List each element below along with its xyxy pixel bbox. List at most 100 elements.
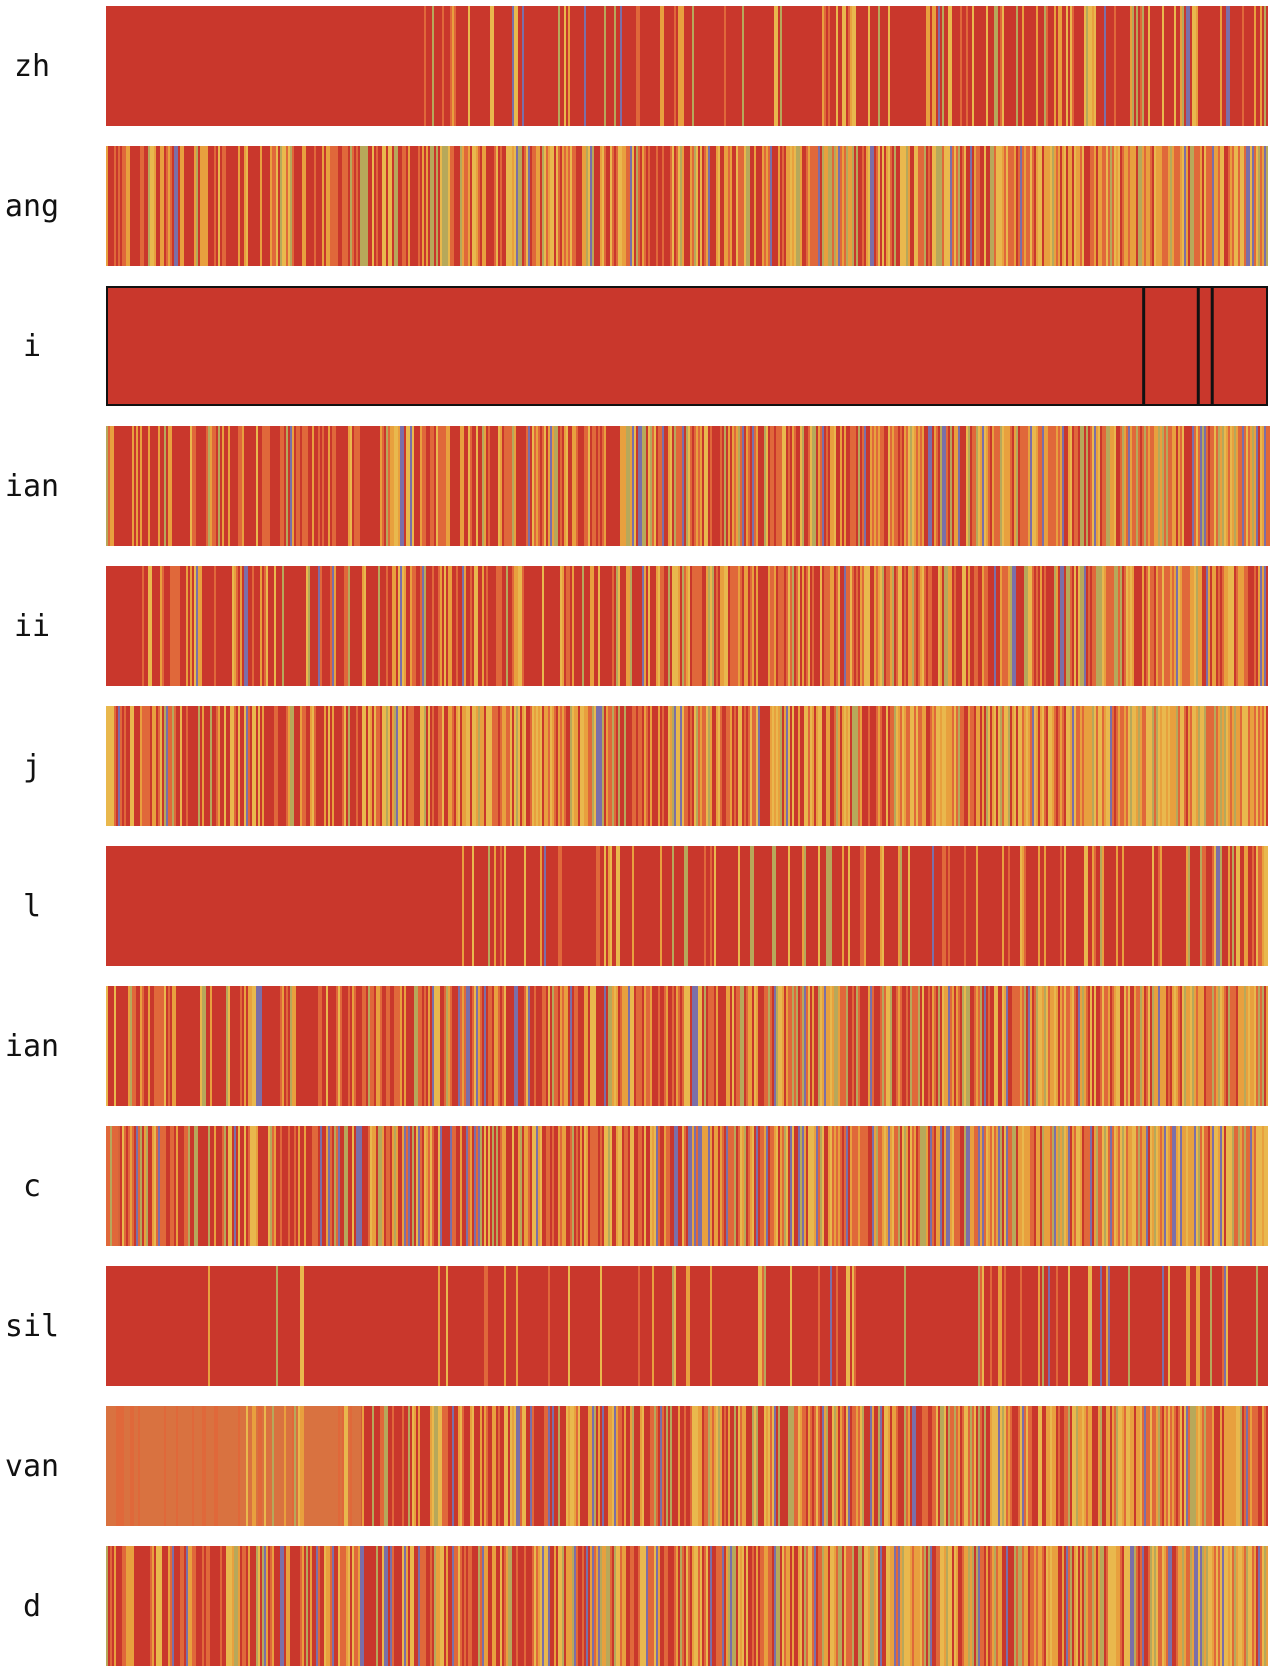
heatmap-cell xyxy=(642,146,644,266)
heatmap-cell xyxy=(194,566,196,686)
heatmap-cell xyxy=(198,566,200,686)
heatmap-cell xyxy=(892,1546,894,1666)
heatmap-cell xyxy=(512,426,514,546)
heatmap-cell xyxy=(768,986,770,1106)
heatmap-cell xyxy=(420,566,422,686)
heatmap-cell xyxy=(802,426,804,546)
heatmap-cell xyxy=(1098,1546,1100,1666)
heatmap-cell xyxy=(1180,426,1182,546)
heatmap-cell xyxy=(1218,146,1220,266)
heatmap-cell xyxy=(170,1546,172,1666)
heatmap-row xyxy=(106,706,1268,826)
heatmap-cell xyxy=(504,846,506,966)
heatmap-cell xyxy=(1236,1406,1238,1526)
heatmap-cell xyxy=(1026,1546,1028,1666)
heatmap-cell xyxy=(1020,846,1022,966)
heatmap-cell xyxy=(420,706,424,826)
heatmap-cell xyxy=(900,986,902,1106)
heatmap-cell xyxy=(968,566,970,686)
heatmap-cell xyxy=(180,1546,182,1666)
heatmap-cell xyxy=(488,1126,490,1246)
heatmap-cell xyxy=(1058,6,1060,126)
heatmap-cell xyxy=(266,566,268,686)
heatmap-cell xyxy=(344,706,346,826)
heatmap-cell xyxy=(1068,426,1070,546)
heatmap-cell xyxy=(1214,426,1216,546)
heatmap-cell xyxy=(222,146,224,266)
heatmap-cell xyxy=(1166,146,1168,266)
heatmap-cell xyxy=(1056,146,1058,266)
heatmap-cell xyxy=(810,146,812,266)
heatmap-cell xyxy=(602,1546,606,1666)
heatmap-cell xyxy=(1020,1266,1022,1386)
heatmap-cell xyxy=(140,706,142,826)
heatmap-cell xyxy=(732,986,734,1106)
heatmap-cell xyxy=(1222,426,1224,546)
heatmap-cell xyxy=(1000,1546,1002,1666)
heatmap-cell xyxy=(1256,1406,1258,1526)
heatmap-cell xyxy=(464,1546,466,1666)
heatmap-cell xyxy=(640,1546,642,1666)
heatmap-cell xyxy=(830,1266,832,1386)
heatmap-cell xyxy=(704,1406,708,1526)
heatmap-cell xyxy=(438,706,440,826)
heatmap-cell xyxy=(484,1266,486,1386)
heatmap-cell xyxy=(1218,1546,1220,1666)
heatmap-cell xyxy=(238,1546,240,1666)
heatmap-cell xyxy=(1240,706,1242,826)
heatmap-cell xyxy=(834,426,836,546)
heatmap-cell xyxy=(918,426,920,546)
heatmap-cell xyxy=(1186,1546,1188,1666)
heatmap-cell xyxy=(904,1126,906,1246)
heatmap-cell xyxy=(512,566,514,686)
heatmap-cell xyxy=(986,706,988,826)
heatmap-cell xyxy=(984,566,986,686)
heatmap-cell xyxy=(452,706,454,826)
heatmap-cell xyxy=(918,706,920,826)
heatmap-cell xyxy=(760,1546,762,1666)
heatmap-cell xyxy=(458,706,460,826)
heatmap-cell xyxy=(1070,426,1072,546)
heatmap-cell xyxy=(1234,1546,1236,1666)
heatmap-cell xyxy=(1258,986,1260,1106)
heatmap-cell xyxy=(704,426,708,546)
heatmap-cell xyxy=(1020,426,1022,546)
heatmap-cell xyxy=(462,426,464,546)
heatmap-cell xyxy=(248,1546,250,1666)
heatmap-cell xyxy=(1084,566,1086,686)
heatmap-cell xyxy=(600,1126,602,1246)
heatmap-cell xyxy=(1094,706,1096,826)
heatmap-cell xyxy=(1052,1546,1054,1666)
heatmap-cell xyxy=(1084,1546,1086,1666)
heatmap-cell xyxy=(626,986,628,1106)
heatmap-cell xyxy=(1096,566,1098,686)
heatmap-cell xyxy=(154,986,156,1106)
heatmap-cell xyxy=(912,1546,914,1666)
heatmap-cell xyxy=(174,146,178,266)
heatmap-cell xyxy=(106,986,108,1106)
heatmap-cell xyxy=(346,146,348,266)
heatmap-cell xyxy=(746,146,750,266)
heatmap-cell xyxy=(606,706,608,826)
heatmap-cell xyxy=(1180,6,1182,126)
heatmap-cell xyxy=(1204,706,1206,826)
heatmap-cell xyxy=(1050,986,1054,1106)
heatmap-cell xyxy=(1232,1406,1234,1526)
heatmap-cell xyxy=(1022,1546,1024,1666)
heatmap-cell xyxy=(646,706,648,826)
heatmap-cell xyxy=(1094,1126,1096,1246)
heatmap-cell xyxy=(658,1126,660,1246)
heatmap-cell xyxy=(744,566,748,686)
heatmap-cell xyxy=(858,426,860,546)
heatmap-cell xyxy=(780,566,784,686)
heatmap-cell xyxy=(822,426,824,546)
heatmap-cell xyxy=(516,1406,520,1526)
heatmap-cell xyxy=(1100,846,1102,966)
heatmap-cell xyxy=(480,706,484,826)
heatmap-cell xyxy=(816,1406,818,1526)
heatmap-cell xyxy=(162,986,164,1106)
heatmap-cell xyxy=(820,986,822,1106)
heatmap-cell xyxy=(1212,846,1214,966)
heatmap-cell xyxy=(304,426,306,546)
heatmap-cell xyxy=(1208,566,1210,686)
